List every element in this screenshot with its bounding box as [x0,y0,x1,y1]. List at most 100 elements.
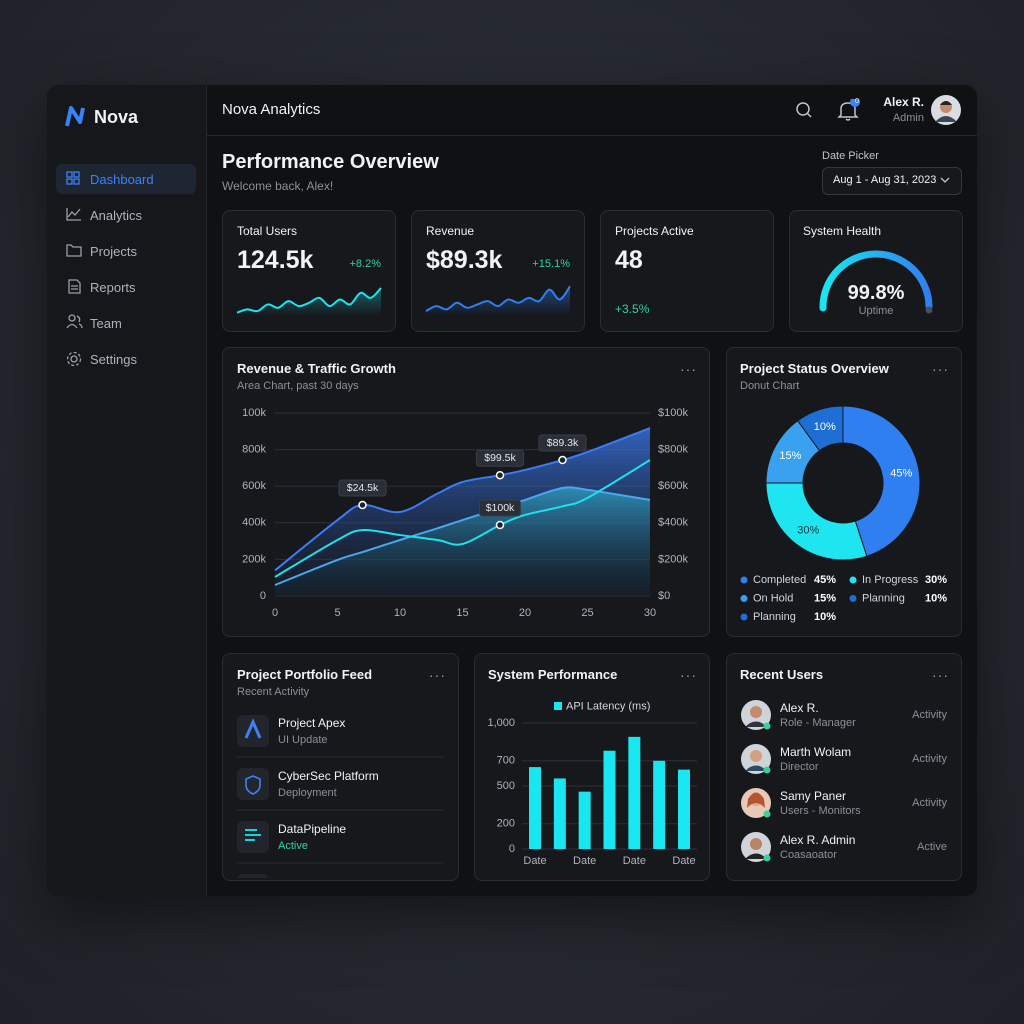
nav-item[interactable]: Dashboard [90,172,154,187]
user-item-status: Activity [912,709,947,721]
legend-dot [849,595,857,602]
feed-status: Deployment [278,787,337,799]
annotation-point [358,500,367,510]
annotation-label: $24.5k [347,482,379,494]
bar [628,736,641,849]
feed-name: Project Apex [278,716,346,730]
annotation-label: $100k [486,502,515,514]
menu-icon[interactable]: ··· [932,667,949,683]
date-picker[interactable] [822,167,962,195]
sparkline [236,287,382,314]
feed-icons [237,715,443,878]
annotation-point [558,455,567,465]
nav-item[interactable]: Settings [90,352,137,367]
y-tick-label: 800k [242,444,266,456]
legend-value: 45% [814,574,836,586]
annotation-point [495,520,505,530]
legend-dot [740,613,748,621]
y-tick-label: 1,000 [487,717,515,729]
kpi-card [600,210,774,332]
avatar[interactable] [930,94,962,126]
menu-icon[interactable]: ··· [429,667,446,683]
annotation-box [479,499,521,517]
user-item-role: Coasaoator [780,849,837,861]
x-tick-label: Date [623,855,646,867]
kpi-value: 124.5k [237,246,314,274]
legend-label: On Hold [753,592,793,604]
card-title: Revenue & Traffic Growth [237,361,396,376]
legend-dot [740,576,748,584]
kpi-change: +8.2% [349,258,382,270]
bar [653,760,666,849]
y2-tick-label: $600k [658,480,688,492]
feed-name: DataPipeline [278,822,347,836]
y-tick-label: 700 [497,755,515,767]
gauge [819,250,933,314]
kpi-label: Revenue [426,224,475,238]
x-tick-label: Date [672,855,695,867]
y-tick-label: 0 [509,843,515,855]
menu-icon[interactable]: ··· [932,361,949,377]
user-avatars [741,700,771,862]
legend-dot [849,576,857,584]
legend-value: 30% [925,574,947,586]
bar [578,791,591,849]
y2-tick-label: $200k [658,553,688,565]
legend-label: Completed [753,574,806,586]
y-tick-label: 400k [242,517,266,529]
user-item-role: Users - Monitors [780,805,861,817]
nav-item[interactable]: Analytics [90,208,143,223]
header-title: Nova Analytics [222,101,321,118]
nav-item[interactable]: Reports [90,280,136,295]
card-subtitle: Area Chart, past 30 days [237,380,359,392]
date-range: Aug 1 - Aug 31, 2023 [833,174,937,186]
menu-icon[interactable]: ··· [680,361,697,377]
user-name: Alex R. [883,95,924,109]
legend-dot [740,595,748,602]
series-line [274,459,651,578]
annotation-box [338,479,387,497]
legend-value: 15% [814,592,836,604]
card-subtitle: Recent Activity [237,686,310,698]
slice-label: 30% [797,525,819,537]
donut-slice [797,405,844,452]
card-title: Recent Users [740,667,824,682]
chart-card [726,347,962,637]
donut-slice [765,482,868,561]
page-subtitle: Welcome back, Alex! [222,179,334,193]
y-tick-label: 200k [242,553,266,565]
user-item-status: Activity [912,797,947,809]
menu-icon[interactable]: ··· [680,667,697,683]
legend-label: In Progress [862,574,919,586]
card-title: Project Portfolio Feed [237,667,373,682]
user-role: Admin [892,112,924,124]
feed-status: Active [278,840,308,852]
card-subtitle: Donut Chart [740,380,800,392]
sparkline-fill [426,286,570,316]
legend-label: API Latency (ms) [566,700,650,712]
kpi-label: Total Users [237,224,298,238]
gauge-caption: Uptime [858,305,894,317]
y-tick-label: 200 [497,818,515,830]
bar [678,769,690,849]
user-item-name: Alex R. [780,701,819,715]
nav-icons [66,171,83,367]
bar [529,767,541,849]
slice-label: 15% [779,450,801,462]
user-item-name: Samy Paner [780,789,847,803]
series-line [274,486,651,586]
series-line [274,427,651,572]
kpi-value: $89.3k [426,246,503,274]
x-tick-label: 30 [644,607,656,619]
sparkline-fill [237,287,381,316]
kpi-label: System Health [803,224,882,238]
card-title: Project Status Overview [740,361,889,376]
nav-item[interactable]: Team [90,316,122,331]
feed-status: UI Update [278,734,328,746]
user-item-status: Active [917,841,947,853]
header-icons[interactable] [794,99,860,123]
kpi-label: Projects Active [615,224,694,238]
nav-item[interactable]: Projects [90,244,137,259]
